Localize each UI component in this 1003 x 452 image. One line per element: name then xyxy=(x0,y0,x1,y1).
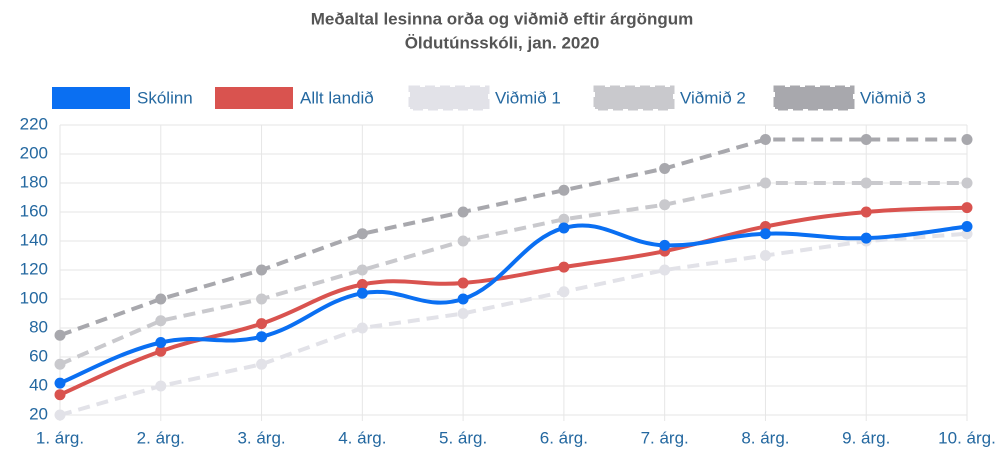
point xyxy=(860,232,872,244)
point xyxy=(659,199,671,211)
point xyxy=(54,358,66,370)
x-tick-label: 1. árg. xyxy=(36,428,84,447)
y-tick-label: 200 xyxy=(20,143,48,162)
point xyxy=(961,134,973,145)
x-tick-label: 5. árg. xyxy=(439,428,487,447)
point xyxy=(356,228,368,240)
point xyxy=(558,213,570,225)
point xyxy=(457,293,469,305)
point xyxy=(961,202,973,214)
point xyxy=(558,286,570,298)
series-line xyxy=(59,205,968,397)
point xyxy=(558,261,570,273)
legend-swatch xyxy=(773,85,855,111)
y-tick-label: 140 xyxy=(20,230,48,249)
point xyxy=(155,345,167,357)
legend-label: Viðmið 1 xyxy=(495,88,561,107)
point xyxy=(54,389,66,401)
point xyxy=(356,287,368,299)
point xyxy=(457,235,469,247)
point xyxy=(457,206,469,218)
point xyxy=(860,206,872,218)
point xyxy=(256,331,268,343)
point xyxy=(961,221,973,232)
point xyxy=(457,308,469,319)
point xyxy=(659,264,671,276)
point xyxy=(860,177,872,189)
point xyxy=(860,134,872,145)
point xyxy=(256,358,268,370)
point xyxy=(256,318,268,330)
y-tick-label: 80 xyxy=(29,317,48,336)
point xyxy=(356,279,368,290)
x-tick-label: 4. árg. xyxy=(338,428,386,447)
series-line xyxy=(59,231,968,417)
y-tick-label: 20 xyxy=(29,404,48,423)
point xyxy=(558,222,570,234)
series-line xyxy=(59,223,968,385)
point xyxy=(356,322,368,334)
series-line xyxy=(59,137,967,338)
legend-label: Skólinn xyxy=(137,88,193,107)
x-tick-label: 9. árg. xyxy=(842,428,890,447)
point xyxy=(256,293,268,305)
point xyxy=(155,380,167,392)
y-tick-label: 40 xyxy=(29,375,48,394)
point xyxy=(659,163,671,174)
chart-title: Meðaltal lesinna orða og viðmið eftir ár… xyxy=(311,9,694,28)
y-tick-label: 180 xyxy=(20,172,48,191)
point xyxy=(558,184,570,196)
x-tick-label: 6. árg. xyxy=(540,428,588,447)
legend-swatch xyxy=(215,87,293,109)
y-tick-label: 100 xyxy=(20,288,48,307)
series-line xyxy=(59,181,967,367)
point xyxy=(759,228,771,240)
point xyxy=(759,177,771,189)
legend-swatch xyxy=(408,85,490,111)
x-tick-label: 2. árg. xyxy=(137,428,185,447)
point xyxy=(759,250,771,261)
y-tick-label: 120 xyxy=(20,259,48,278)
point xyxy=(256,264,268,276)
legend-swatch xyxy=(52,87,130,109)
legend-label: Viðmið 2 xyxy=(680,88,746,107)
point xyxy=(759,134,771,145)
chart-subtitle: Öldutúnsskóli, jan. 2020 xyxy=(405,33,600,52)
point xyxy=(155,293,167,305)
point xyxy=(54,377,66,389)
point xyxy=(155,315,167,327)
point xyxy=(155,337,167,348)
point xyxy=(457,277,469,289)
x-tick-label: 3. árg. xyxy=(237,428,285,447)
x-tick-label: 10. árg. xyxy=(938,428,996,447)
point xyxy=(659,239,671,251)
legend-label: Viðmið 3 xyxy=(860,88,926,107)
point xyxy=(54,409,66,421)
point xyxy=(356,264,368,276)
point xyxy=(54,329,66,341)
legend-label: Allt landið xyxy=(300,88,374,107)
y-tick-label: 60 xyxy=(29,346,48,365)
x-tick-label: 8. árg. xyxy=(741,428,789,447)
y-tick-label: 160 xyxy=(20,201,48,220)
point xyxy=(961,177,973,189)
y-tick-label: 220 xyxy=(20,114,48,133)
x-tick-label: 7. árg. xyxy=(641,428,689,447)
legend-swatch xyxy=(593,85,675,111)
